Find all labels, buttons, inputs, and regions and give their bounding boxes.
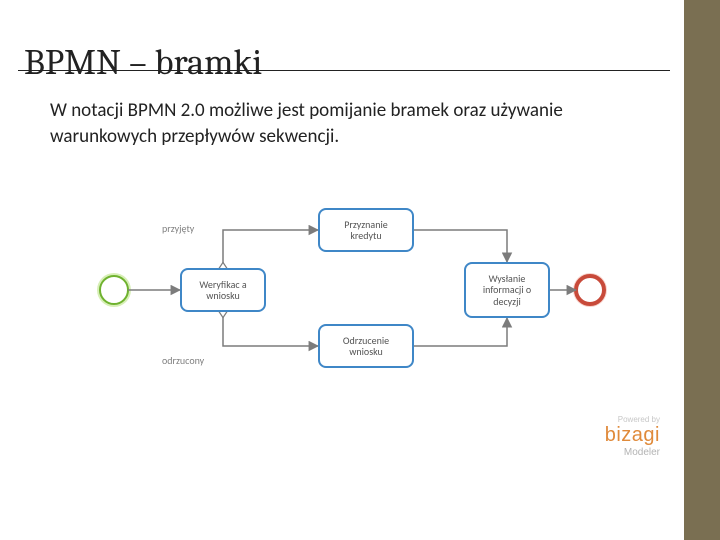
attribution: Powered by bizagi Modeler [605, 415, 660, 458]
bpmn-task-send: Wysłanieinformacji odecyzji [464, 262, 550, 318]
bpmn-task-verify: Weryfikac awniosku [180, 268, 266, 312]
bpmn-task-grant: Przyznaniekredytu [318, 208, 414, 252]
modeler-label: Modeler [605, 447, 660, 458]
bpmn-diagram: przyjęty odrzucony Weryfikac awniosku Przyz… [80, 190, 620, 400]
description-text: W notacji BPMN 2.0 możliwe jest pomijani… [50, 98, 640, 149]
powered-by-label: Powered by [605, 415, 660, 424]
brand-name: bizagi [605, 424, 660, 447]
title-underline [18, 70, 670, 71]
side-accent-band [684, 0, 720, 540]
bpmn-task-reject: Odrzuceniewniosku [318, 324, 414, 368]
edge-label: przyjęty [162, 222, 194, 235]
page-title: BPMN – bramki [24, 42, 262, 83]
edge-label: odrzucony [162, 354, 204, 367]
